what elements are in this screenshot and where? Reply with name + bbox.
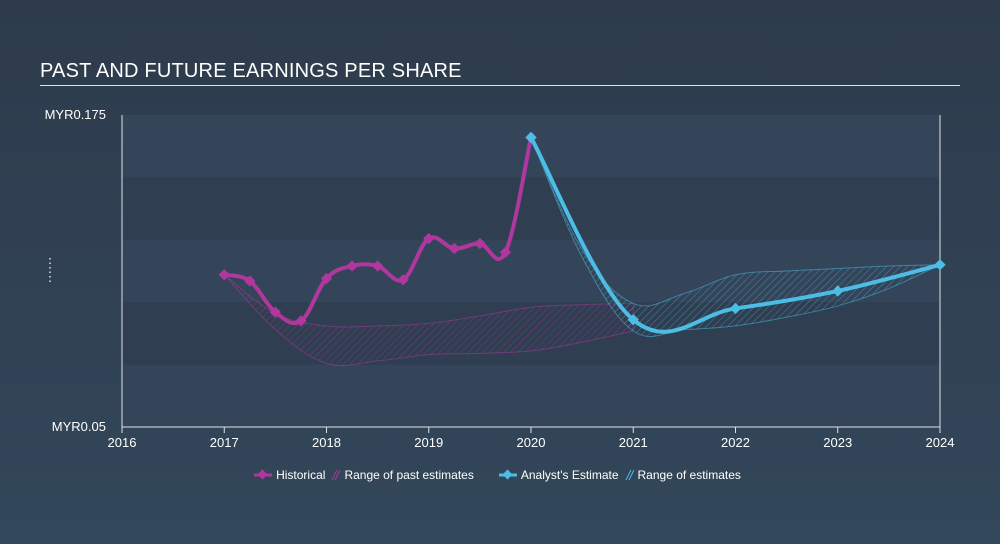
estimate-swatch-icon: [498, 469, 517, 480]
historical-point: [269, 306, 282, 318]
y-tick-label: MYR0.05: [52, 419, 106, 434]
future-range-swatch-icon: [625, 469, 634, 481]
historical-point: [244, 275, 256, 287]
estimate-point: [832, 285, 844, 297]
legend-item-future-range[interactable]: Range of estimates: [625, 468, 741, 482]
historical-point: [448, 242, 460, 255]
legend-future-range-label: Range of estimates: [637, 468, 741, 482]
series-points: [218, 131, 946, 327]
axes: [49, 115, 941, 433]
legend-item-past-range[interactable]: Range of past estimates: [331, 468, 474, 482]
x-tick-label: 2016: [108, 435, 137, 450]
historical-point: [218, 269, 230, 281]
estimate-point: [525, 131, 537, 144]
title-divider: [40, 85, 960, 86]
chart-title: PAST AND FUTURE EARNINGS PER SHARE: [40, 60, 462, 82]
historical-point: [371, 260, 384, 272]
legend: Historical Range of past estimates Analy…: [0, 468, 1000, 482]
estimate-point: [934, 259, 946, 271]
y-axis-labels: MYR0.175 MYR0.05: [45, 107, 106, 434]
historical-point: [295, 315, 307, 327]
estimate-point: [729, 302, 742, 315]
x-tick-label: 2022: [721, 435, 750, 450]
legend-past-range-label: Range of past estimates: [344, 468, 474, 482]
legend-item-historical[interactable]: Historical: [253, 468, 325, 482]
historical-swatch-icon: [254, 469, 273, 480]
y-tick-label: MYR0.175: [45, 107, 106, 122]
analyst-estimate-line: [529, 135, 942, 334]
historical-point: [423, 232, 435, 245]
estimate-point: [627, 314, 639, 326]
grid-band: [122, 177, 940, 240]
grid-band: [122, 364, 940, 427]
historical-point: [320, 272, 333, 285]
historical-point: [397, 274, 409, 286]
x-tick-label: 2018: [312, 435, 341, 450]
legend-item-estimate[interactable]: Analyst's Estimate: [498, 468, 619, 482]
x-tick-label: 2024: [926, 435, 955, 450]
legend-estimate-label: Analyst's Estimate: [520, 468, 619, 482]
x-tick-label: 2020: [517, 435, 546, 450]
historical-point: [499, 246, 512, 258]
x-tick-label: 2019: [414, 435, 443, 450]
x-tick-label: 2023: [823, 435, 852, 450]
historical-point: [346, 260, 358, 272]
past-range-swatch-icon: [331, 469, 341, 481]
x-tick-label: 2017: [210, 435, 239, 450]
x-axis-labels: 2016 2017 2018 2019 2020 2021 2022 2023 2024: [108, 435, 955, 450]
x-tick-label: 2021: [619, 435, 648, 450]
legend-historical-label: Historical: [276, 468, 326, 482]
historical-point: [474, 237, 486, 250]
